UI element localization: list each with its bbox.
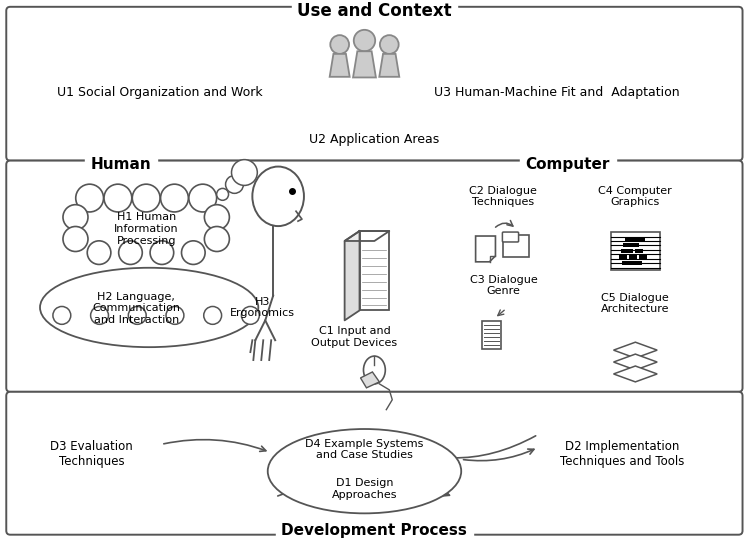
FancyBboxPatch shape	[626, 237, 645, 241]
FancyBboxPatch shape	[6, 392, 742, 535]
FancyBboxPatch shape	[503, 232, 518, 242]
Circle shape	[330, 35, 349, 54]
Ellipse shape	[40, 268, 258, 347]
FancyBboxPatch shape	[6, 160, 742, 392]
Polygon shape	[614, 342, 657, 358]
FancyBboxPatch shape	[359, 231, 389, 310]
Text: D1 Design
Approaches: D1 Design Approaches	[332, 478, 398, 500]
Text: C3 Dialogue
Genre: C3 Dialogue Genre	[470, 275, 537, 296]
Text: Use and Context: Use and Context	[297, 2, 452, 20]
Polygon shape	[330, 54, 350, 77]
FancyBboxPatch shape	[635, 249, 644, 253]
FancyBboxPatch shape	[6, 7, 742, 160]
FancyBboxPatch shape	[610, 232, 660, 270]
Circle shape	[205, 226, 230, 252]
Circle shape	[182, 241, 205, 265]
Circle shape	[217, 188, 229, 200]
Text: U2 Application Areas: U2 Application Areas	[309, 133, 440, 146]
Text: C2 Dialogue
Techniques: C2 Dialogue Techniques	[470, 186, 537, 207]
Circle shape	[226, 176, 244, 193]
Ellipse shape	[70, 193, 221, 264]
Text: D4 Example Systems
and Case Studies: D4 Example Systems and Case Studies	[305, 438, 424, 460]
Text: Development Process: Development Process	[281, 523, 467, 538]
Circle shape	[204, 307, 221, 325]
Circle shape	[189, 184, 217, 212]
Polygon shape	[476, 236, 496, 262]
Text: Human: Human	[91, 157, 152, 172]
Text: U3 Human-Machine Fit and  Adaptation: U3 Human-Machine Fit and Adaptation	[434, 86, 680, 99]
Circle shape	[132, 184, 160, 212]
Circle shape	[160, 184, 188, 212]
Text: C5 Dialogue
Architecture: C5 Dialogue Architecture	[601, 293, 670, 314]
Circle shape	[76, 184, 104, 212]
Polygon shape	[353, 51, 376, 77]
Polygon shape	[345, 231, 359, 320]
Ellipse shape	[364, 356, 386, 384]
Circle shape	[380, 35, 399, 54]
FancyBboxPatch shape	[620, 255, 628, 259]
Ellipse shape	[268, 429, 461, 514]
Circle shape	[63, 205, 88, 230]
FancyBboxPatch shape	[622, 261, 632, 265]
Text: H3
Ergonomics: H3 Ergonomics	[230, 296, 295, 318]
Circle shape	[166, 307, 184, 325]
Polygon shape	[614, 366, 657, 382]
FancyBboxPatch shape	[623, 243, 639, 247]
Text: Computer: Computer	[526, 157, 610, 172]
Text: D2 Implementation
Techniques and Tools: D2 Implementation Techniques and Tools	[560, 440, 685, 468]
Text: D3 Evaluation
Techniques: D3 Evaluation Techniques	[50, 440, 133, 468]
FancyBboxPatch shape	[482, 321, 502, 349]
Circle shape	[87, 241, 111, 265]
Ellipse shape	[252, 166, 304, 226]
Text: C4 Computer
Graphics: C4 Computer Graphics	[598, 186, 672, 207]
Circle shape	[53, 307, 70, 325]
FancyBboxPatch shape	[629, 255, 638, 259]
Polygon shape	[614, 354, 657, 370]
Text: U1 Social Organization and Work: U1 Social Organization and Work	[57, 86, 262, 99]
Text: H2 Language,
Communication
and Interaction: H2 Language, Communication and Interacti…	[92, 292, 180, 325]
Circle shape	[242, 307, 260, 325]
Polygon shape	[380, 54, 399, 77]
Circle shape	[63, 226, 88, 252]
Text: H1 Human
Information
Processing: H1 Human Information Processing	[114, 212, 178, 246]
FancyBboxPatch shape	[639, 255, 647, 259]
Circle shape	[91, 307, 109, 325]
Circle shape	[118, 241, 142, 265]
Circle shape	[232, 160, 257, 185]
Text: C1 Input and
Output Devices: C1 Input and Output Devices	[311, 327, 398, 348]
Circle shape	[205, 205, 230, 230]
FancyBboxPatch shape	[503, 235, 530, 257]
Circle shape	[150, 241, 174, 265]
FancyBboxPatch shape	[622, 249, 634, 253]
FancyBboxPatch shape	[632, 261, 642, 265]
Polygon shape	[345, 231, 389, 241]
Circle shape	[104, 184, 132, 212]
Circle shape	[128, 307, 146, 325]
Circle shape	[354, 30, 375, 51]
Polygon shape	[361, 372, 380, 388]
